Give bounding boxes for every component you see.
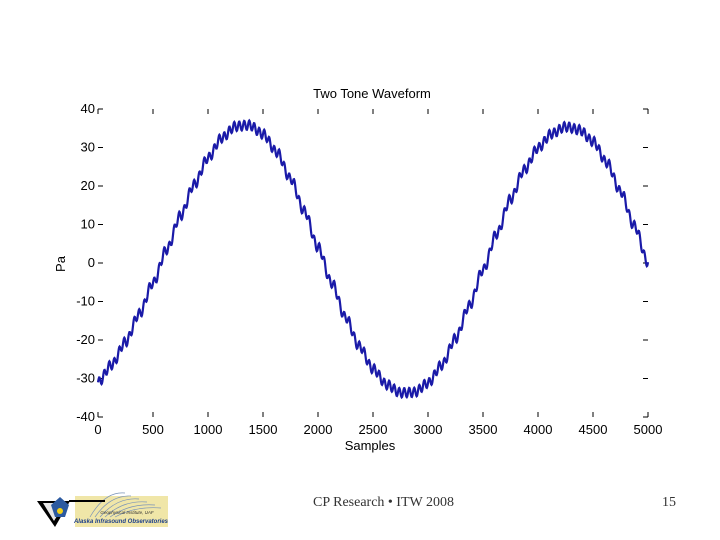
x-tick-label: 2000 xyxy=(304,422,333,437)
x-axis-label: Samples xyxy=(345,438,396,453)
logo-line1: Geophysical Institute, UAF xyxy=(100,510,154,515)
y-tick-label: -20 xyxy=(76,332,95,347)
x-tick-label: 3500 xyxy=(469,422,498,437)
y-tick-label: 0 xyxy=(88,255,95,270)
x-tick-label: 0 xyxy=(94,422,101,437)
x-tick-label: 3000 xyxy=(414,422,443,437)
y-tick-label: 30 xyxy=(81,140,95,155)
x-tick-label: 4000 xyxy=(524,422,553,437)
x-tick-label: 500 xyxy=(142,422,164,437)
footer-center-text: CP Research • ITW 2008 xyxy=(313,495,454,510)
x-tick-label: 1000 xyxy=(194,422,223,437)
logo-line2: Alaska Infrasound Observatories xyxy=(73,519,169,525)
y-tick-label: -10 xyxy=(76,294,95,309)
y-tick-label: 40 xyxy=(81,101,95,116)
page-number: 15 xyxy=(662,495,676,510)
y-axis-ticks: 40 30 20 10 0 -10 -20 -30 -40 xyxy=(76,101,648,424)
x-tick-label: 4500 xyxy=(579,422,608,437)
y-axis-label: Pa xyxy=(53,255,68,272)
y-tick-label: 20 xyxy=(81,178,95,193)
x-tick-label: 1500 xyxy=(249,422,278,437)
x-tick-label: 2500 xyxy=(359,422,388,437)
y-tick-label: 10 xyxy=(81,217,95,232)
y-tick-label: -30 xyxy=(76,371,95,386)
y-tick-label: -40 xyxy=(76,409,95,424)
x-tick-label: 5000 xyxy=(634,422,663,437)
waveform-line xyxy=(96,118,650,400)
x-axis-ticks: 0 500 1000 1500 2000 2500 3000 3500 4000 4500 5000 xyxy=(94,109,662,437)
chart-title: Two Tone Waveform xyxy=(313,86,431,101)
alaska-infrasound-logo: Geophysical Institute, UAF Alaska Infras… xyxy=(37,492,169,527)
